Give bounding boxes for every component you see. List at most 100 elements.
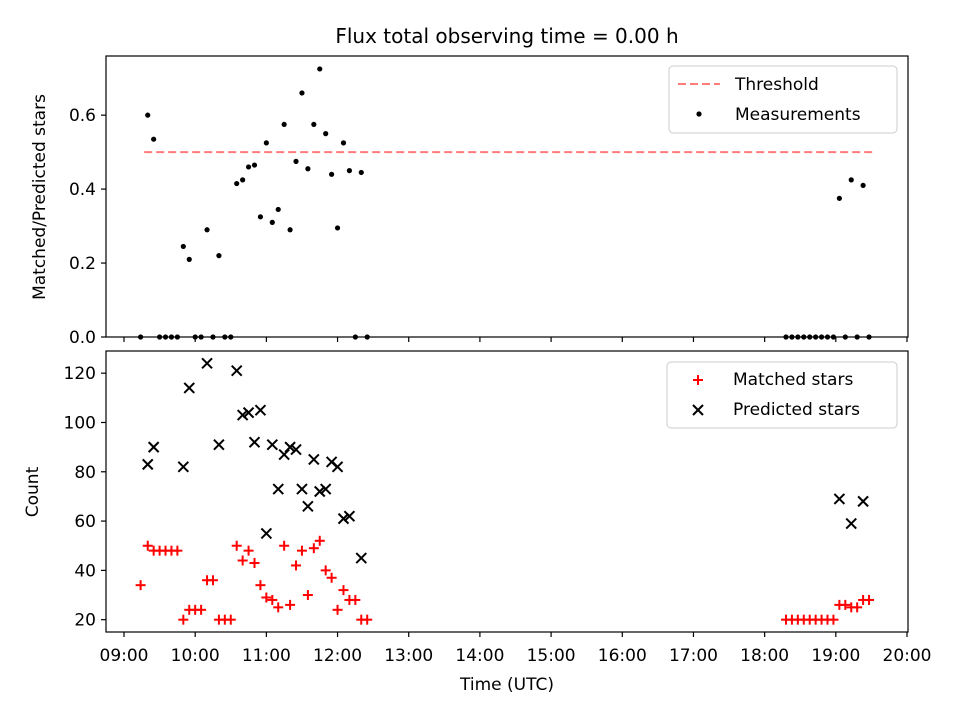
matched-point-49 [840,599,851,610]
matched-point-7 [178,614,189,625]
legend-measurements-label: Measurements [735,105,861,125]
matched-point-34 [338,585,349,596]
measurement-point-35 [346,168,353,174]
legend-matched-marker [693,375,703,385]
predicted-point-19-b [308,453,320,466]
measurement-point-34 [340,140,347,146]
top-y-tick-label-2: 0.4 [69,180,96,200]
predicted-point-18-b [302,500,314,512]
bottom-panel: 20 40 60 80 100 120 09:00 10:00 11:00 12:00 13:00 1… [23,350,932,695]
measurement-point-32 [329,171,335,177]
measurement-point-21 [263,140,269,146]
measurement-point-37 [358,169,364,176]
measurement-point-20 [257,214,264,220]
measurement-point-24 [281,121,287,128]
bottom-x-tick-label-7: 16:00 [598,646,647,666]
measurement-point-33 [334,225,341,231]
matched-point-23 [273,602,284,613]
predicted-point-28 [845,517,857,530]
top-ticks: 0.0 0.2 0.4 0.6 [69,106,908,348]
bottom-axes-frame [105,350,909,633]
predicted-point-13 [272,483,284,495]
predicted-point-9-b [248,436,261,448]
bottom-y-tick-label-5: 120 [64,364,96,384]
measurement-point-23 [275,206,281,213]
predicted-point-15-b [284,441,296,453]
matched-point-18 [243,545,254,556]
predicted-point-25 [343,510,356,522]
measurement-point-2 [151,136,157,142]
matched-point-12 [207,575,218,586]
predicted-point-29 [857,495,869,508]
matched-point-17 [237,555,248,566]
bottom-x-tick-label-5: 14:00 [455,646,504,666]
predicted-point-2 [177,461,190,473]
matched-point-0 [135,580,146,591]
bottom-y-tick-label-0: 20 [74,611,96,631]
predicted-point-6-b [230,365,243,377]
legend-threshold-label: Threshold [734,75,819,95]
bottom-x-tick-label-2: 11:00 [242,646,291,666]
predicted-point-18 [302,500,314,512]
predicted-point-28-b [845,517,857,530]
predicted-point-17 [296,483,308,495]
predicted-point-25-b [343,510,356,522]
predicted-point-14 [278,448,290,461]
measurement-point-52 [860,182,866,189]
predicted-point-29-b [857,495,869,508]
bottom-x-tick-label-3: 12:00 [313,646,362,666]
bottom-legend-frame [666,361,898,429]
predicted-point-11-b [260,527,273,540]
measurement-point-7 [180,243,186,250]
bottom-legend: Matched stars Predicted stars [666,361,898,429]
predicted-point-23 [331,461,344,473]
predicted-point-15 [284,441,296,453]
measurement-point-48 [836,195,842,201]
predicted-point-16 [290,443,302,456]
predicted-point-3 [183,382,195,394]
matched-point-1 [142,540,153,551]
predicted-point-21 [319,483,332,495]
bottom-x-tick-label-11: 20:00 [883,646,932,666]
measurement-point-1 [145,112,151,118]
matched-point-30 [314,535,325,546]
predicted-point-22-b [325,456,338,468]
bottom-x-tick-label-1: 10:00 [171,646,220,666]
predicted-point-8 [242,406,255,419]
bottom-y-axis-label: Count [23,466,43,517]
measurement-point-19 [251,162,258,168]
matched-point-28 [302,590,313,601]
matched-point-25 [285,599,296,610]
legend-predicted-swatch [692,404,704,416]
matched-point-38 [362,614,373,625]
measurement-point-25 [287,227,293,233]
predicted-point-21-b [319,483,332,495]
predicted-point-5 [213,438,225,451]
chart-title: Flux total observing time = 0.00 h [335,24,678,48]
measurement-point-26 [293,158,299,164]
matched-point-19 [249,557,260,568]
predicted-point-11 [260,527,273,540]
bottom-y-tick-label-2: 60 [74,512,96,532]
predicted-point-5-b [213,438,225,451]
predicted-point-24-b [337,512,350,525]
matched-point-24 [279,540,290,551]
matched-point-26 [291,560,302,571]
bottom-x-tick-label-4: 13:00 [384,646,433,666]
measurement-point-8 [186,256,192,262]
top-plot-area [138,66,874,340]
legend-predicted-label: Predicted stars [733,400,860,420]
predicted-point-8-b [242,406,255,419]
bottom-y-tick-label-1: 40 [74,561,96,581]
predicted-point-26-b [355,552,367,564]
top-axes-frame [105,55,909,338]
measurement-point-50 [848,177,854,183]
matched-point-33 [332,604,343,615]
predicted-point-24 [337,512,350,525]
predicted-point-4 [201,357,213,370]
matched-point-29 [308,543,319,554]
predicted-point-14-b [278,448,290,461]
predicted-point-2-b [177,461,190,473]
predicted-point-23-b [331,461,344,473]
predicted-point-20-b [314,485,326,498]
